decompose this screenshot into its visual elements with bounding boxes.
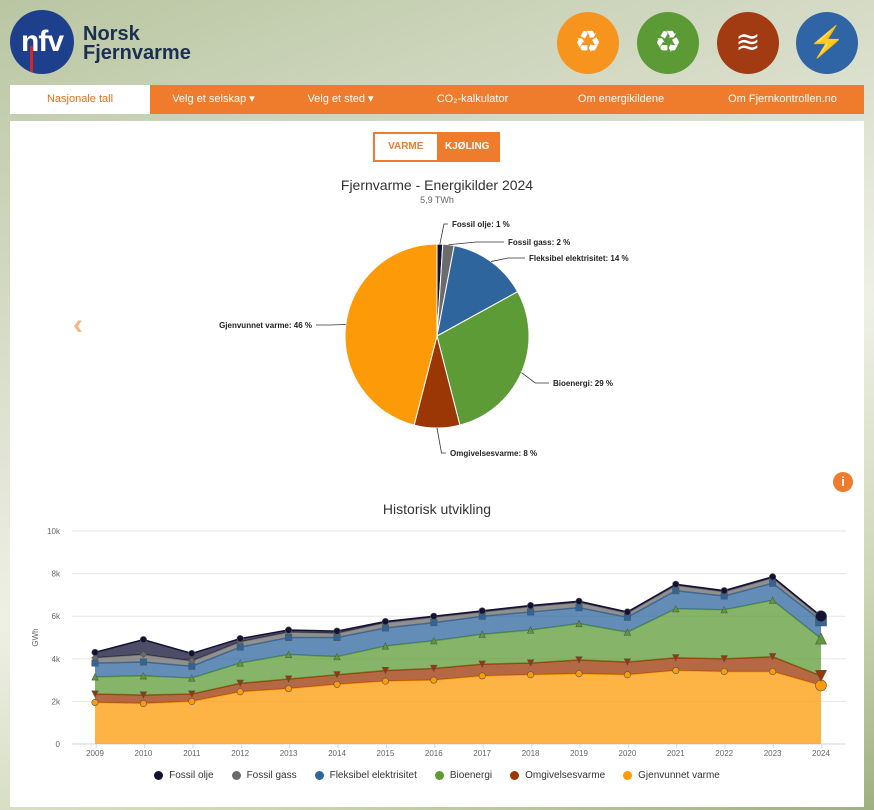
legend-label: Fleksibel elektrisitet: [329, 770, 417, 781]
nav-velg-sted[interactable]: Velg et sted ▾: [307, 93, 374, 105]
brand-line-1: Norsk: [83, 23, 140, 45]
kjoling-toggle-button[interactable]: KJØLING: [445, 141, 490, 152]
legend-marker: [623, 771, 633, 780]
nav-om-energikildene[interactable]: Om energikildene: [577, 93, 665, 105]
legend-marker: [434, 771, 444, 780]
legend-marker: [314, 771, 324, 780]
legend-label: Fossil olje: [169, 770, 214, 781]
legend-item-fossil-gass[interactable]: Fossil gass: [231, 770, 297, 781]
info-icon[interactable]: i: [833, 472, 853, 492]
legend-marker: [510, 771, 520, 780]
nav-co2-kalkulator[interactable]: CO₂-kalkulator: [436, 93, 509, 105]
recycle-icon[interactable]: ♻: [557, 12, 619, 74]
bio-recycle-icon[interactable]: ♻: [637, 12, 699, 74]
logo-text: nfv: [21, 25, 64, 58]
logo-accent-bar: [30, 46, 33, 72]
legend-item-fleksibel-elektrisitet[interactable]: Fleksibel elektrisitet: [314, 770, 417, 781]
area-chart-legend: Fossil olje Fossil gass Fleksibel elektris…: [0, 770, 874, 781]
legend-item-omgivelsesvarme[interactable]: Omgivelsesvarme: [510, 770, 605, 781]
previous-arrow-icon[interactable]: ‹: [73, 308, 83, 341]
legend-item-gjenvunnet-varme[interactable]: Gjenvunnet varme: [623, 770, 720, 781]
heat-waves-icon[interactable]: ≋: [717, 12, 779, 74]
main-nav: Nasjonale tall Velg et selskap ▾ Velg et…: [10, 85, 864, 114]
area-chart-title: Historisk utvikling: [382, 501, 492, 517]
content-card: [10, 121, 864, 807]
legend-label: Fossil gass: [246, 770, 297, 781]
legend-item-fossil-olje[interactable]: Fossil olje: [154, 770, 214, 781]
brand-name[interactable]: Norsk Fjernvarme: [83, 23, 191, 64]
site-header: nfv Norsk Fjernvarme ♻ ♻ ≋ ⚡: [0, 0, 874, 86]
varme-toggle-button[interactable]: VARME: [375, 134, 437, 160]
legend-label: Gjenvunnet varme: [638, 770, 720, 781]
legend-item-bioenergi[interactable]: Bioenergi: [434, 770, 493, 781]
nav-nasjonale-tall[interactable]: Nasjonale tall: [10, 85, 150, 114]
legend-marker: [231, 771, 241, 780]
nav-velg-selskap[interactable]: Velg et selskap ▾: [172, 93, 255, 105]
legend-label: Omgivelsesvarme: [525, 770, 606, 781]
pie-chart-title: Fjernvarme - Energikilder 2024: [340, 177, 534, 193]
legend-label: Bioenergi: [449, 770, 493, 781]
pie-chart-subtitle: 5,9 TWh: [420, 195, 454, 205]
nav-om-fjernkontrollen[interactable]: Om Fjernkontrollen.no: [728, 93, 837, 105]
nfv-logo[interactable]: nfv: [10, 10, 74, 74]
lightning-icon[interactable]: ⚡: [796, 12, 858, 74]
brand-line-2: Fjernvarme: [83, 42, 191, 64]
heat-cool-toggle: VARME KJØLING: [373, 132, 500, 162]
legend-marker: [154, 771, 164, 780]
